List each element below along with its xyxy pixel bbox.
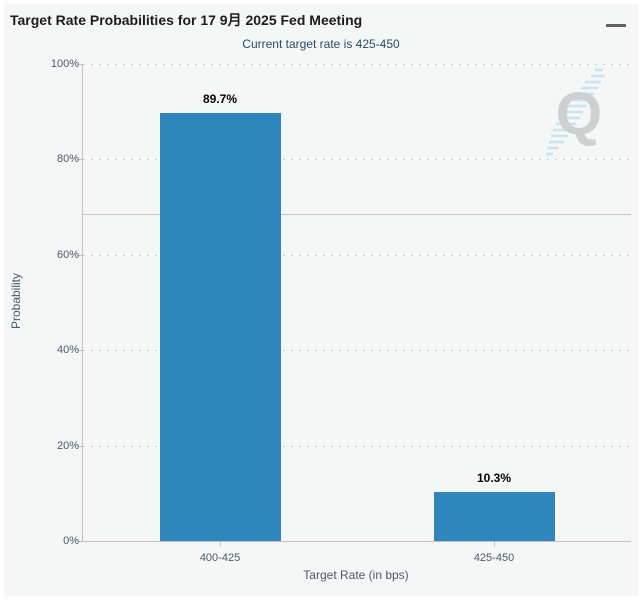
- x-axis-tick: [494, 541, 495, 546]
- y-gridline: [83, 350, 631, 352]
- y-axis-tick: [77, 350, 82, 352]
- y-axis-tick-label: 40%: [56, 344, 79, 357]
- x-axis-tick: [220, 541, 221, 546]
- y-gridline: [83, 445, 631, 447]
- y-axis-tick: [77, 445, 82, 447]
- y-axis-title: Probability: [9, 272, 23, 330]
- reference-line: [83, 213, 631, 215]
- y-axis-tick-label: 80%: [56, 153, 79, 166]
- x-axis-category-label: 400-425: [199, 552, 241, 564]
- y-axis-tick: [77, 541, 82, 542]
- chart-title: Target Rate Probabilities for 17 9月 2025…: [10, 12, 363, 28]
- probability-bar[interactable]: [159, 113, 281, 541]
- y-gridline: [83, 64, 631, 65]
- watermark-letter: Q: [556, 80, 603, 147]
- y-axis-tick-label: 60%: [56, 248, 79, 261]
- probability-bar[interactable]: [433, 491, 555, 541]
- chart-context-menu-button[interactable]: [606, 13, 628, 30]
- y-axis-tick: [77, 159, 82, 161]
- x-axis-title: Target Rate (in bps): [303, 568, 409, 582]
- x-axis-category-label: 425-450: [473, 552, 515, 564]
- y-axis-tick: [77, 64, 82, 65]
- y-gridline: [83, 159, 631, 161]
- y-axis-tick-label: 0%: [63, 535, 79, 547]
- quikstrike-watermark-logo: Q: [546, 68, 605, 156]
- bar-value-label: 10.3%: [476, 470, 512, 485]
- y-axis-tick-label: 100%: [50, 58, 79, 70]
- y-axis-tick-label: 20%: [56, 439, 79, 452]
- chart-subtitle: Current target rate is 425-450: [242, 37, 400, 51]
- bar-value-label: 89.7%: [202, 92, 238, 107]
- fedwatch-chart-panel: Target Rate Probabilities for 17 9月 2025…: [4, 4, 638, 596]
- y-axis-tick: [77, 254, 82, 256]
- plot-area: Q 0% 20% 40% 60% 80% 100% 89.7% 400-425 10.3% 425…: [51, 58, 631, 564]
- y-gridline: [83, 254, 631, 256]
